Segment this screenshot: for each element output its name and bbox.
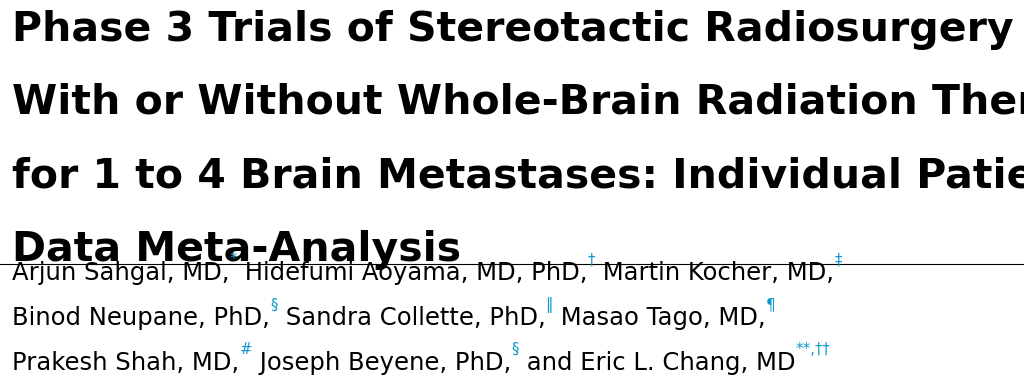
Text: §: §: [270, 297, 278, 312]
Text: Joseph Beyene, PhD,: Joseph Beyene, PhD,: [252, 351, 511, 375]
Text: ¶: ¶: [765, 297, 775, 312]
Text: Masao Tago, MD,: Masao Tago, MD,: [553, 306, 765, 330]
Text: and Eric L. Chang, MD: and Eric L. Chang, MD: [519, 351, 796, 375]
Text: Sandra Collette, PhD,: Sandra Collette, PhD,: [278, 306, 546, 330]
Text: Hidefumi Aoyama, MD, PhD,: Hidefumi Aoyama, MD, PhD,: [238, 261, 588, 285]
Text: Data Meta-Analysis: Data Meta-Analysis: [12, 230, 462, 269]
Text: †: †: [588, 252, 595, 268]
Text: *: *: [229, 252, 238, 268]
Text: Phase 3 Trials of Stereotactic Radiosurgery: Phase 3 Trials of Stereotactic Radiosurg…: [12, 10, 1014, 49]
Text: Binod Neupane, PhD,: Binod Neupane, PhD,: [12, 306, 270, 330]
Text: #: #: [240, 342, 252, 357]
Text: Arjun Sahgal, MD,: Arjun Sahgal, MD,: [12, 261, 229, 285]
Text: **,††: **,††: [796, 342, 829, 357]
Text: ‡: ‡: [835, 252, 842, 268]
Text: ‖: ‖: [546, 297, 553, 314]
Text: With or Without Whole-Brain Radiation Therapy: With or Without Whole-Brain Radiation Th…: [12, 83, 1024, 123]
Text: Martin Kocher, MD,: Martin Kocher, MD,: [595, 261, 835, 285]
Text: §: §: [511, 342, 519, 357]
Text: Prakesh Shah, MD,: Prakesh Shah, MD,: [12, 351, 240, 375]
Text: for 1 to 4 Brain Metastases: Individual Patient: for 1 to 4 Brain Metastases: Individual …: [12, 156, 1024, 196]
